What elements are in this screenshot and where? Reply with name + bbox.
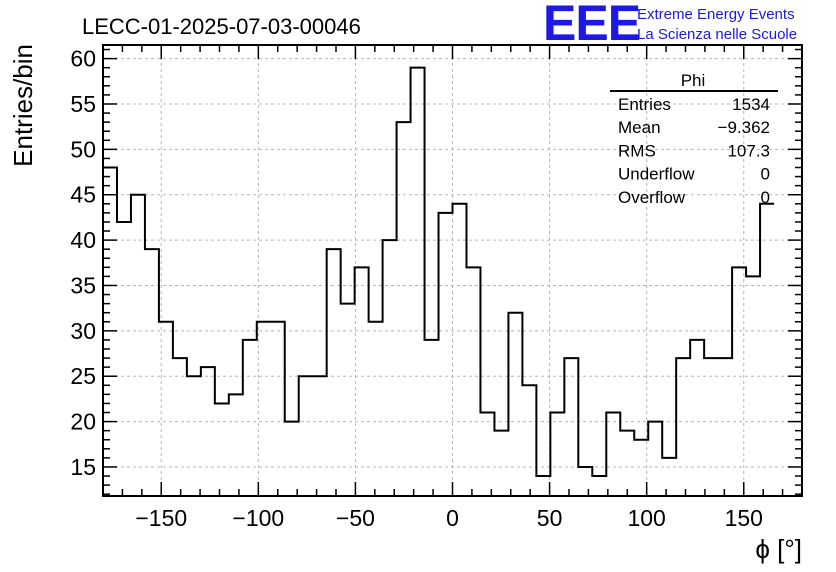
histogram-bin: [369, 322, 383, 496]
histogram-bin: [620, 431, 634, 496]
histogram-bin: [285, 422, 299, 496]
histogram-bin: [243, 340, 257, 496]
stats-box: Phi Entries 1534 Mean −9.362 RMS 107.3 Underfl…: [610, 71, 778, 207]
histogram-bin: [355, 267, 369, 496]
histogram-bin: [466, 267, 480, 496]
axis-ticks: [102, 45, 803, 496]
histogram-bin: [271, 322, 285, 496]
histogram-bin: [550, 413, 564, 496]
logo-line2: La Scienza nelle Scuole: [637, 26, 797, 43]
x-tick-label: 0: [446, 505, 459, 531]
stats-value: 1534: [732, 95, 770, 114]
y-tick-label: 15: [70, 454, 96, 480]
logo-mark: EEE: [543, 0, 640, 51]
axis-tick-labels: −150 −100 −50 0 50 100 150 15 20 25 30 35 40 45 50 55 60: [70, 46, 763, 531]
histogram-bin: [187, 376, 201, 496]
y-axis-label: Entries/bin: [8, 44, 38, 167]
histogram-bin: [341, 304, 355, 496]
stats-label: Overflow: [618, 188, 686, 207]
y-tick-label: 45: [70, 182, 96, 208]
histogram-bin: [425, 340, 439, 496]
x-tick-label: −150: [135, 505, 187, 531]
histogram-bin: [480, 413, 494, 496]
histogram-bin: [536, 476, 550, 496]
histogram-bin: [732, 267, 746, 496]
histogram-bin: [676, 358, 690, 496]
stats-label: RMS: [618, 141, 656, 160]
y-tick-label: 55: [70, 91, 96, 117]
stats-label: Underflow: [618, 165, 695, 184]
histogram-bin: [173, 358, 187, 496]
x-tick-label: −100: [232, 505, 284, 531]
y-tick-label: 30: [70, 318, 96, 344]
y-tick-label: 50: [70, 136, 96, 162]
histogram-bin: [383, 240, 397, 496]
histogram-bin: [215, 403, 229, 496]
logo-line1: Extreme Energy Events: [637, 6, 795, 23]
histogram-bin: [257, 322, 271, 496]
histogram-bin: [313, 376, 327, 496]
histogram-bin: [760, 204, 774, 496]
histogram-bin: [662, 458, 676, 496]
histogram-bin: [522, 385, 536, 496]
chart-title: LECC-01-2025-07-03-00046: [82, 14, 361, 39]
histogram-bin: [508, 313, 522, 496]
histogram-bin: [634, 440, 648, 496]
histogram-bin: [145, 249, 159, 496]
stats-value: 107.3: [727, 141, 770, 160]
histogram-bin: [103, 168, 117, 496]
x-axis-label: ϕ [°]: [755, 534, 802, 564]
histogram-bin: [648, 422, 662, 496]
histogram-bin: [564, 358, 578, 496]
histogram-bin: [704, 358, 718, 496]
y-tick-label: 25: [70, 363, 96, 389]
stats-label: Entries: [618, 95, 671, 114]
y-tick-label: 60: [70, 46, 96, 72]
histogram-bin: [606, 413, 620, 496]
histogram-bin: [327, 249, 341, 496]
histogram-bin: [592, 476, 606, 496]
histogram-bin: [494, 431, 508, 496]
histogram-bin: [159, 322, 173, 496]
y-tick-label: 20: [70, 409, 96, 435]
histogram-bin: [578, 467, 592, 496]
y-tick-label: 40: [70, 227, 96, 253]
histogram-bin: [131, 195, 145, 496]
eee-logo: EEE Extreme Energy Events La Scienza nel…: [543, 0, 797, 51]
grid-lines: [103, 45, 802, 496]
histogram-bin: [690, 340, 704, 496]
histogram-bin: [746, 276, 760, 496]
histogram-bin: [397, 122, 411, 496]
histogram-bin: [439, 213, 453, 496]
histogram-bin: [453, 204, 467, 496]
x-tick-label: 50: [537, 505, 563, 531]
stats-title: Phi: [681, 71, 706, 90]
histogram-bin: [718, 358, 732, 496]
histogram-bins: [103, 68, 774, 496]
x-tick-label: 100: [627, 505, 665, 531]
histogram-bin: [229, 394, 243, 496]
x-tick-label: 150: [725, 505, 763, 531]
histogram-bin: [201, 367, 215, 496]
histogram-bin: [117, 222, 131, 496]
histogram-bin: [299, 376, 313, 496]
stats-value: 0: [761, 165, 770, 184]
stats-label: Mean: [618, 118, 661, 137]
x-tick-label: −50: [336, 505, 375, 531]
y-tick-label: 35: [70, 272, 96, 298]
stats-value: 0: [761, 188, 770, 207]
histogram-bin: [411, 68, 425, 496]
histogram-series: [103, 66, 775, 478]
stats-value: −9.362: [718, 118, 770, 137]
